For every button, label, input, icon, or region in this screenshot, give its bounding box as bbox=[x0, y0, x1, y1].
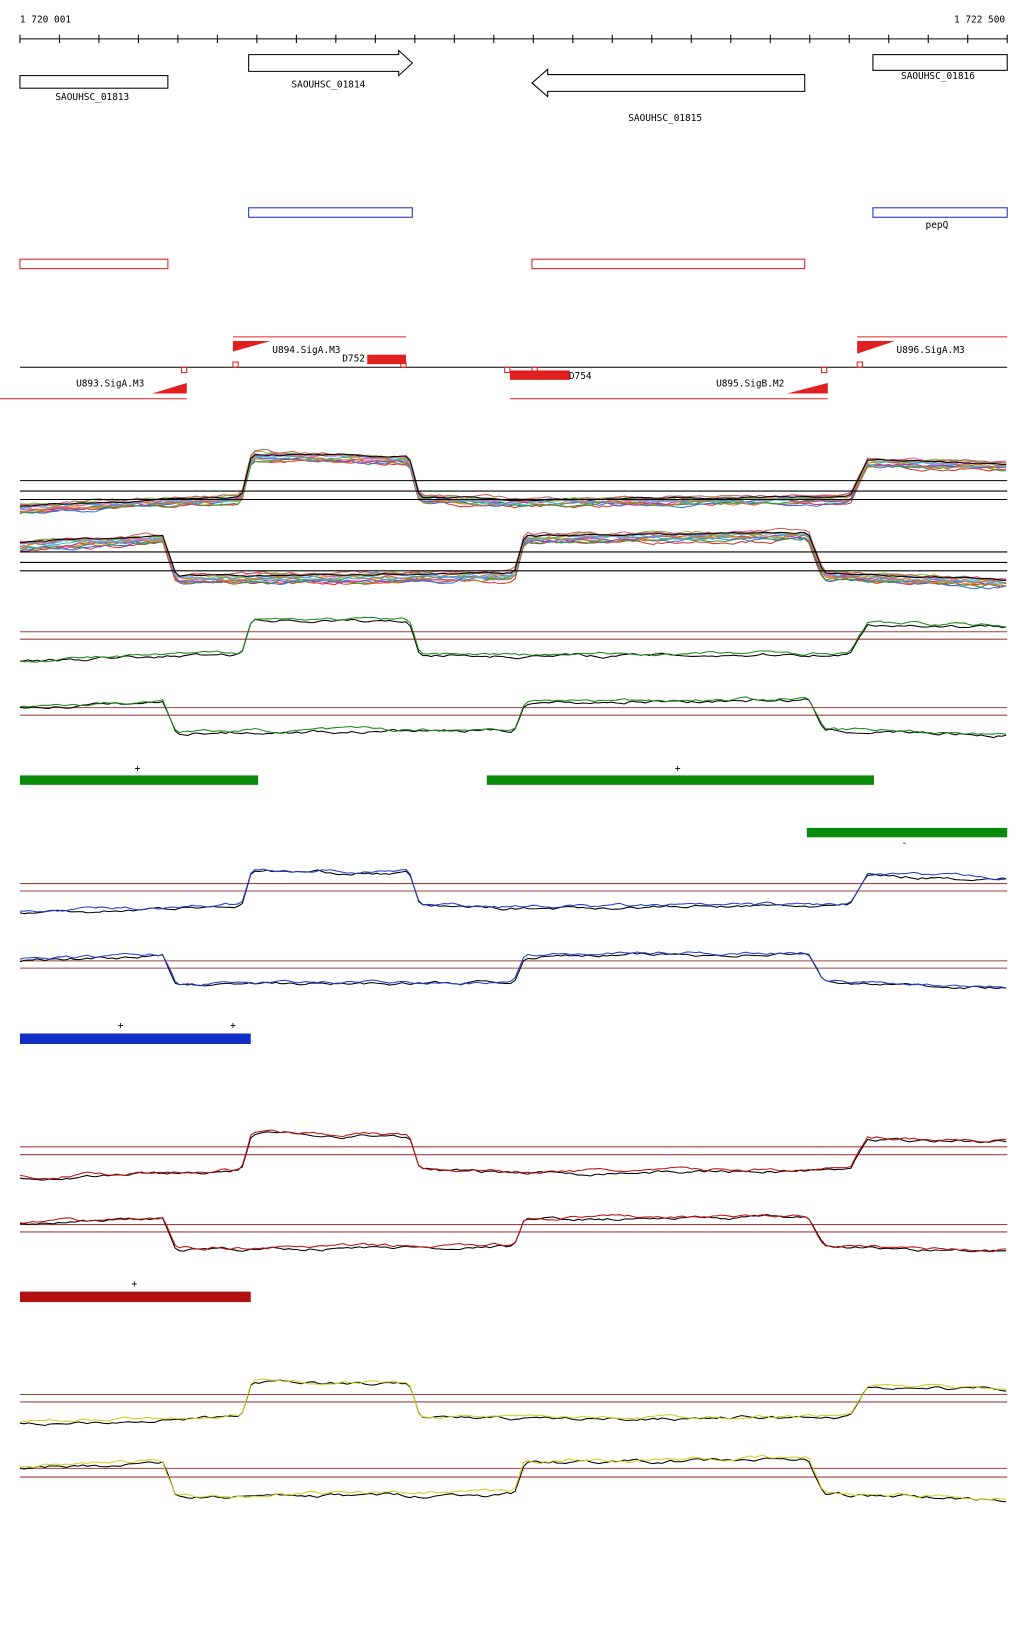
profile-line bbox=[19, 952, 1007, 990]
segment-bar bbox=[806, 827, 1008, 838]
promoter-label: U893.SigA.M3 bbox=[76, 379, 144, 390]
expression-tracks bbox=[19, 449, 1008, 1503]
profile-line bbox=[19, 1379, 1007, 1427]
profile-line bbox=[19, 533, 1007, 587]
ruler-start: 1 720 001 bbox=[20, 15, 71, 26]
gene-label: SAOUHSC_01816 bbox=[901, 71, 975, 82]
promoter bbox=[786, 383, 828, 394]
annotation-box bbox=[248, 207, 413, 218]
terminator-box bbox=[504, 366, 511, 374]
terminator-box bbox=[531, 366, 538, 374]
profile-line bbox=[19, 616, 1007, 663]
profile-line bbox=[19, 618, 1007, 662]
profile-line bbox=[19, 1214, 1007, 1253]
gene-label: SAOUHSC_01815 bbox=[628, 113, 702, 124]
strand-label: - bbox=[902, 838, 908, 849]
promoter-box bbox=[856, 361, 863, 368]
profile-line bbox=[19, 531, 1007, 581]
profile-line bbox=[19, 698, 1007, 739]
promoter-label: U896.SigA.M3 bbox=[897, 345, 965, 356]
profile-line bbox=[19, 1129, 1007, 1180]
promoter-box bbox=[180, 366, 188, 374]
gene-label: SAOUHSC_01813 bbox=[55, 92, 129, 103]
annotation-box bbox=[872, 207, 1008, 218]
profile-line bbox=[19, 453, 1007, 507]
profile-line bbox=[19, 951, 1007, 989]
segment-bar bbox=[19, 1033, 251, 1044]
gene bbox=[531, 68, 806, 98]
promoter-box bbox=[232, 361, 239, 368]
promoter bbox=[857, 341, 895, 354]
segment-bar bbox=[486, 775, 874, 785]
promoter-box bbox=[820, 366, 828, 374]
strand-label: + bbox=[131, 1279, 137, 1290]
terminator-label: D752 bbox=[342, 353, 365, 364]
strand-label: + bbox=[675, 764, 681, 775]
ruler-end: 1 722 500 bbox=[954, 15, 1005, 26]
profile-line bbox=[19, 1454, 1007, 1501]
terminator bbox=[509, 370, 570, 380]
promoter bbox=[152, 383, 187, 394]
gene bbox=[19, 75, 169, 89]
terminator bbox=[367, 354, 407, 365]
gene-name: pepQ bbox=[926, 220, 949, 231]
profile-line bbox=[19, 696, 1007, 735]
profile-line bbox=[19, 1214, 1007, 1253]
annotation-box bbox=[19, 258, 169, 270]
segment-bar bbox=[19, 775, 259, 785]
terminator-label: D754 bbox=[569, 371, 592, 382]
strand-label: + bbox=[118, 1021, 124, 1032]
strand-label: + bbox=[135, 764, 141, 775]
terminator-box bbox=[400, 361, 407, 368]
profile-line bbox=[19, 868, 1007, 913]
gene bbox=[872, 54, 1008, 71]
promoter-label: U894.SigA.M3 bbox=[272, 345, 340, 356]
profile-line bbox=[19, 449, 1007, 506]
segment-bar bbox=[19, 1291, 251, 1303]
gene bbox=[248, 49, 414, 77]
gene-label: SAOUHSC_01814 bbox=[291, 80, 365, 91]
profile-line bbox=[19, 1378, 1007, 1423]
promoter-label: U895.SigB.M2 bbox=[716, 379, 784, 390]
ruler-ticks bbox=[19, 34, 1008, 44]
annotation-box bbox=[531, 258, 806, 270]
promoter bbox=[232, 341, 271, 352]
strand-label: + bbox=[230, 1021, 236, 1032]
